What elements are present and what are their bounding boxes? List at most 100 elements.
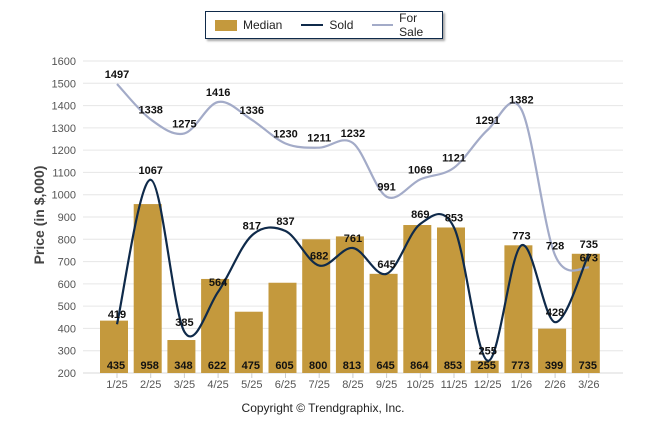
x-tick-label: 1/26: [511, 379, 532, 391]
x-axis-ticks: 1/25 2/25 3/25 4/25 5/25 6/25 7/25 8/25 9/25 10/2…: [106, 373, 600, 391]
y-tick-label: 900: [58, 212, 76, 224]
y-tick-label: 300: [58, 346, 76, 358]
sold-value-label: 645: [377, 259, 395, 271]
median-value-label: 475: [242, 360, 260, 372]
x-tick-label: 4/25: [207, 379, 228, 391]
x-tick-label: 12/25: [474, 379, 502, 391]
median-bars: [100, 204, 600, 373]
x-tick-label: 3/25: [174, 379, 195, 391]
x-tick-label: 6/25: [275, 379, 296, 391]
for-sale-line[interactable]: [116, 83, 590, 272]
x-tick-label: 11/25: [441, 379, 468, 391]
for-sale-value-label: 1069: [408, 164, 432, 176]
x-tick-label: 8/25: [342, 379, 363, 391]
sold-value-label: 735: [580, 239, 598, 251]
x-tick-label: 2/25: [140, 379, 161, 391]
median-value-label: 800: [309, 360, 327, 372]
for-sale-value-label: 1230: [273, 128, 297, 140]
median-value-label: 645: [376, 360, 394, 372]
median-value-label: 399: [545, 360, 563, 372]
median-bar[interactable]: [100, 320, 128, 373]
for-sale-value-label: 1291: [475, 115, 499, 127]
y-tick-label: 800: [58, 234, 76, 246]
median-bar[interactable]: [335, 236, 364, 373]
y-tick-label: 400: [58, 323, 76, 335]
sold-value-label: 869: [411, 209, 429, 221]
legend-item-for-sale[interactable]: For Sale: [362, 11, 442, 39]
median-bar[interactable]: [268, 282, 297, 373]
for-sale-value-label: 728: [546, 240, 564, 252]
x-tick-label: 9/25: [376, 379, 397, 391]
legend-label: Median: [243, 18, 283, 32]
y-tick-label: 1400: [52, 101, 76, 113]
y-tick-label: 1200: [52, 145, 76, 157]
median-value-label: 435: [107, 360, 125, 372]
legend-item-sold[interactable]: Sold: [291, 18, 353, 32]
for-sale-value-label: 1497: [105, 69, 129, 81]
legend-item-median[interactable]: Median: [215, 18, 282, 32]
y-tick-label: 1600: [52, 56, 76, 68]
x-tick-label: 1/25: [106, 379, 127, 391]
median-value-label: 735: [579, 360, 597, 372]
sold-value-label: 385: [175, 317, 193, 329]
median-value-label: 622: [208, 360, 226, 372]
x-tick-label: 3/26: [578, 379, 599, 391]
median-bar[interactable]: [538, 328, 567, 373]
data-labels: 435 958 348 622 475 605 800 813 645 864 853 255 773 3…: [105, 69, 598, 372]
y-tick-label: 200: [58, 368, 76, 380]
x-tick-label: 5/25: [241, 379, 262, 391]
median-bar[interactable]: [133, 204, 162, 373]
median-bar[interactable]: [167, 340, 196, 373]
sold-value-label: 853: [445, 212, 463, 224]
legend-label: Sold: [329, 18, 354, 32]
x-tick-label: 10/25: [407, 379, 435, 391]
sold-value-label: 817: [243, 220, 261, 232]
x-tick-label: 7/25: [308, 379, 329, 391]
series-lines: [115, 83, 590, 362]
for-sale-value-label: 1338: [138, 104, 162, 116]
sold-value-label: 761: [344, 233, 362, 245]
sold-value-label: 1067: [138, 165, 162, 177]
sold-value-label: 564: [209, 277, 228, 289]
legend: Median Sold For Sale: [205, 11, 443, 39]
copyright: Copyright © Trendgraphix, Inc.: [241, 401, 405, 415]
median-value-label: 813: [343, 360, 361, 372]
y-tick-label: 700: [58, 257, 76, 269]
legend-label: For Sale: [399, 11, 424, 39]
median-bar[interactable]: [504, 245, 533, 373]
sold-value-label: 837: [276, 216, 294, 228]
for-sale-value-label: 1211: [307, 133, 331, 145]
for-sale-value-label: 1416: [206, 87, 230, 99]
for-sale-value-label: 673: [580, 253, 598, 265]
y-tick-label: 1000: [52, 190, 76, 202]
for-sale-value-label: 1232: [341, 128, 365, 140]
median-value-label: 864: [410, 360, 429, 372]
y-tick-label: 1100: [52, 167, 76, 179]
median-bar[interactable]: [201, 278, 230, 373]
sold-value-label: 428: [546, 307, 564, 319]
median-value-label: 348: [174, 360, 192, 372]
median-bar[interactable]: [470, 360, 499, 373]
sold-line[interactable]: [115, 178, 590, 362]
y-tick-label: 1500: [52, 78, 76, 90]
median-bar[interactable]: [369, 273, 398, 373]
median-value-label: 773: [511, 360, 529, 372]
median-value-label: 255: [478, 360, 496, 372]
median-value-label: 958: [141, 360, 159, 372]
median-bar[interactable]: [302, 239, 331, 373]
median-bar[interactable]: [234, 311, 263, 373]
sold-value-label: 419: [108, 309, 126, 321]
median-bar[interactable]: [571, 253, 600, 373]
median-value-label: 853: [444, 360, 462, 372]
sold-swatch: [301, 24, 324, 26]
sold-value-label: 255: [479, 346, 497, 358]
for-sale-value-label: 1382: [509, 95, 533, 107]
y-tick-label: 500: [58, 301, 76, 313]
median-value-label: 605: [275, 360, 293, 372]
x-tick-label: 2/26: [544, 379, 565, 391]
y-axis-ticks: 200 300 400 500 600 700 800 900 1000 1100 1200 1300…: [52, 56, 76, 380]
y-tick-label: 1300: [52, 123, 76, 135]
for-sale-swatch: [372, 24, 394, 26]
median-bar[interactable]: [403, 225, 432, 373]
